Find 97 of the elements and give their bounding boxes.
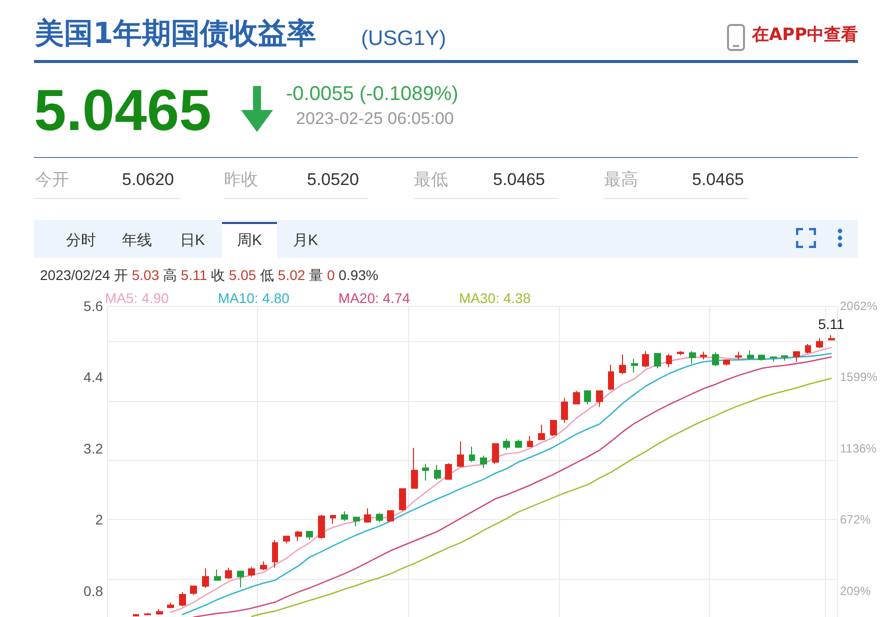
candlestick xyxy=(816,338,823,349)
candlestick xyxy=(793,350,800,362)
candlestick xyxy=(758,354,765,362)
text: MA20: 4.74 xyxy=(338,290,410,306)
candlestick xyxy=(608,364,614,391)
candlestick xyxy=(596,390,603,408)
text: 昨收 xyxy=(224,170,258,190)
candlestick xyxy=(666,354,672,368)
text: MA10: 4.80 xyxy=(218,290,290,306)
y-tick-label: 0.8 xyxy=(84,582,104,599)
candlestick xyxy=(770,356,777,362)
candlestick xyxy=(445,462,452,480)
candlestick xyxy=(469,446,475,463)
candlestick xyxy=(341,510,348,522)
candlestick xyxy=(480,455,487,469)
candlestick xyxy=(527,435,533,448)
candlestick xyxy=(353,516,360,527)
candlestick xyxy=(700,351,707,360)
candlestick xyxy=(712,352,719,366)
candlestick xyxy=(167,602,174,609)
candlestick xyxy=(190,586,197,596)
candlestick xyxy=(434,464,441,480)
y-tick-label: 3.2 xyxy=(84,440,104,456)
text: 5.0465 xyxy=(692,170,744,190)
candlestick xyxy=(503,438,510,450)
candlestick xyxy=(306,530,313,540)
candlestick xyxy=(561,397,568,424)
candlestick xyxy=(781,354,788,362)
candlestick xyxy=(330,514,336,524)
text: 2023-02-25 06:05:00 xyxy=(296,109,454,130)
candlestick xyxy=(457,440,464,468)
candlestick xyxy=(364,508,371,524)
candlestick xyxy=(689,350,696,364)
y-tick-label: 5.6 xyxy=(84,298,104,314)
chart-subtitle: (USG1Y) xyxy=(361,26,446,52)
candlestick xyxy=(828,334,835,341)
y2-tick-label: 2062% xyxy=(840,299,878,313)
y2-tick-label: 209% xyxy=(840,584,872,598)
candlestick xyxy=(515,439,522,448)
text: -0.0055 (-0.1089%) xyxy=(286,82,458,106)
text: 今开 xyxy=(35,170,69,190)
candlestick xyxy=(654,352,661,369)
candlestick xyxy=(550,419,557,436)
text: 5.0620 xyxy=(122,170,174,190)
candlestick xyxy=(133,614,139,617)
candlestick xyxy=(642,350,649,368)
candlestick xyxy=(318,514,325,540)
annotation: 5.11 xyxy=(818,316,845,332)
candlestick xyxy=(619,354,626,375)
candlestick xyxy=(179,592,186,607)
candlestick xyxy=(805,343,811,354)
candlestick xyxy=(202,568,209,588)
y-tick-label: 2 xyxy=(95,512,104,528)
text: 年线 xyxy=(122,232,152,250)
y2-tick-label: 1136% xyxy=(840,441,877,456)
candlestick xyxy=(735,351,742,360)
line-series xyxy=(251,378,832,617)
candlestick xyxy=(723,358,730,366)
candlestick xyxy=(492,442,499,464)
candlestick xyxy=(156,608,163,616)
candlestick xyxy=(584,390,591,406)
candlestick xyxy=(248,566,255,578)
text: 周K xyxy=(237,232,262,250)
candlestick xyxy=(237,570,244,588)
candlestick xyxy=(260,560,267,571)
candlestick xyxy=(538,424,545,441)
candlestick xyxy=(399,488,406,512)
candlestick xyxy=(411,447,418,489)
y2-tick-label: 672% xyxy=(840,512,872,527)
text: 月K xyxy=(293,232,318,250)
text: 日K xyxy=(180,232,206,250)
text: 5.0520 xyxy=(307,170,359,190)
candlestick xyxy=(272,539,278,568)
candlestick xyxy=(747,350,754,360)
candlestick xyxy=(376,512,383,523)
candlestick xyxy=(144,612,151,616)
candlestick xyxy=(225,567,232,580)
text: 最低 xyxy=(414,170,448,190)
candlestick xyxy=(283,535,290,544)
text: 2023/02/24 开 5.03 高 5.11 收 5.05 低 5.02 量 0 0.93% xyxy=(40,267,378,283)
text: 最高 xyxy=(604,170,638,190)
candlestick xyxy=(677,350,684,356)
candlestick xyxy=(422,463,429,481)
candlestick xyxy=(214,569,221,582)
text: 5.0465 xyxy=(493,170,545,190)
text: 在APP中查看 xyxy=(752,25,858,46)
text: MA5: 4.90 xyxy=(105,290,170,306)
candlestick xyxy=(631,358,638,373)
y2-tick-label: 1599% xyxy=(840,370,878,384)
text: 5.0465 xyxy=(34,77,212,145)
candlestick xyxy=(573,390,580,404)
candlestick xyxy=(387,510,394,522)
text: 分时 xyxy=(66,232,96,250)
y-tick-label: 4.4 xyxy=(84,369,104,386)
candlestick xyxy=(295,530,302,542)
chart-title: 美国1年期国债收益率 xyxy=(35,16,316,51)
text: MA30: 4.38 xyxy=(459,290,531,306)
